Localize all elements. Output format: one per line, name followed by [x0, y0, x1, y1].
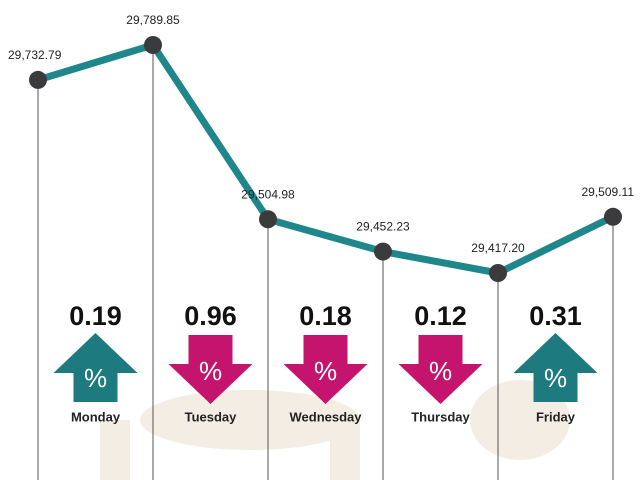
- down-arrow: [283, 335, 368, 404]
- value-label: 29,452.23: [356, 220, 410, 234]
- background-figure: [100, 380, 570, 480]
- value-label: 29,732.79: [8, 48, 62, 62]
- down-arrow: [398, 335, 483, 404]
- value-label: 29,504.98: [241, 187, 295, 201]
- change-value: 0.19: [69, 301, 122, 331]
- percent-sign: %: [314, 356, 337, 386]
- percent-sign: %: [199, 356, 222, 386]
- point: [259, 210, 277, 229]
- point: [604, 207, 622, 226]
- value-label: 29,509.11: [582, 185, 635, 199]
- change-value: 0.18: [299, 301, 352, 331]
- up-arrow: [53, 333, 138, 402]
- day-label: Monday: [71, 409, 121, 424]
- point: [374, 242, 392, 261]
- day-label: Friday: [536, 409, 576, 424]
- value-label: 29,417.20: [471, 241, 525, 255]
- change-value: 0.31: [529, 301, 582, 331]
- change-value: 0.96: [184, 301, 237, 331]
- down-arrow: [168, 335, 253, 404]
- point: [489, 264, 507, 282]
- index-line: [36, 41, 615, 277]
- day-label: Thursday: [411, 409, 470, 424]
- percent-sign: %: [544, 363, 567, 393]
- change-value: 0.12: [414, 301, 467, 331]
- percent-sign: %: [84, 363, 107, 393]
- value-label: 29,789.85: [126, 13, 180, 27]
- percent-sign: %: [429, 356, 452, 386]
- point: [29, 70, 47, 89]
- day-label: Wednesday: [289, 409, 362, 424]
- up-arrow: [513, 333, 598, 402]
- day-label: Tuesday: [185, 409, 238, 424]
- point: [144, 36, 162, 54]
